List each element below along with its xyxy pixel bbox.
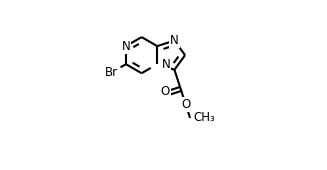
Text: Br: Br [105,66,118,79]
Text: N: N [170,34,179,47]
Text: O: O [181,98,190,111]
Text: N: N [162,58,170,71]
Text: O: O [161,85,170,98]
Text: N: N [122,40,130,53]
Text: CH₃: CH₃ [194,111,215,124]
